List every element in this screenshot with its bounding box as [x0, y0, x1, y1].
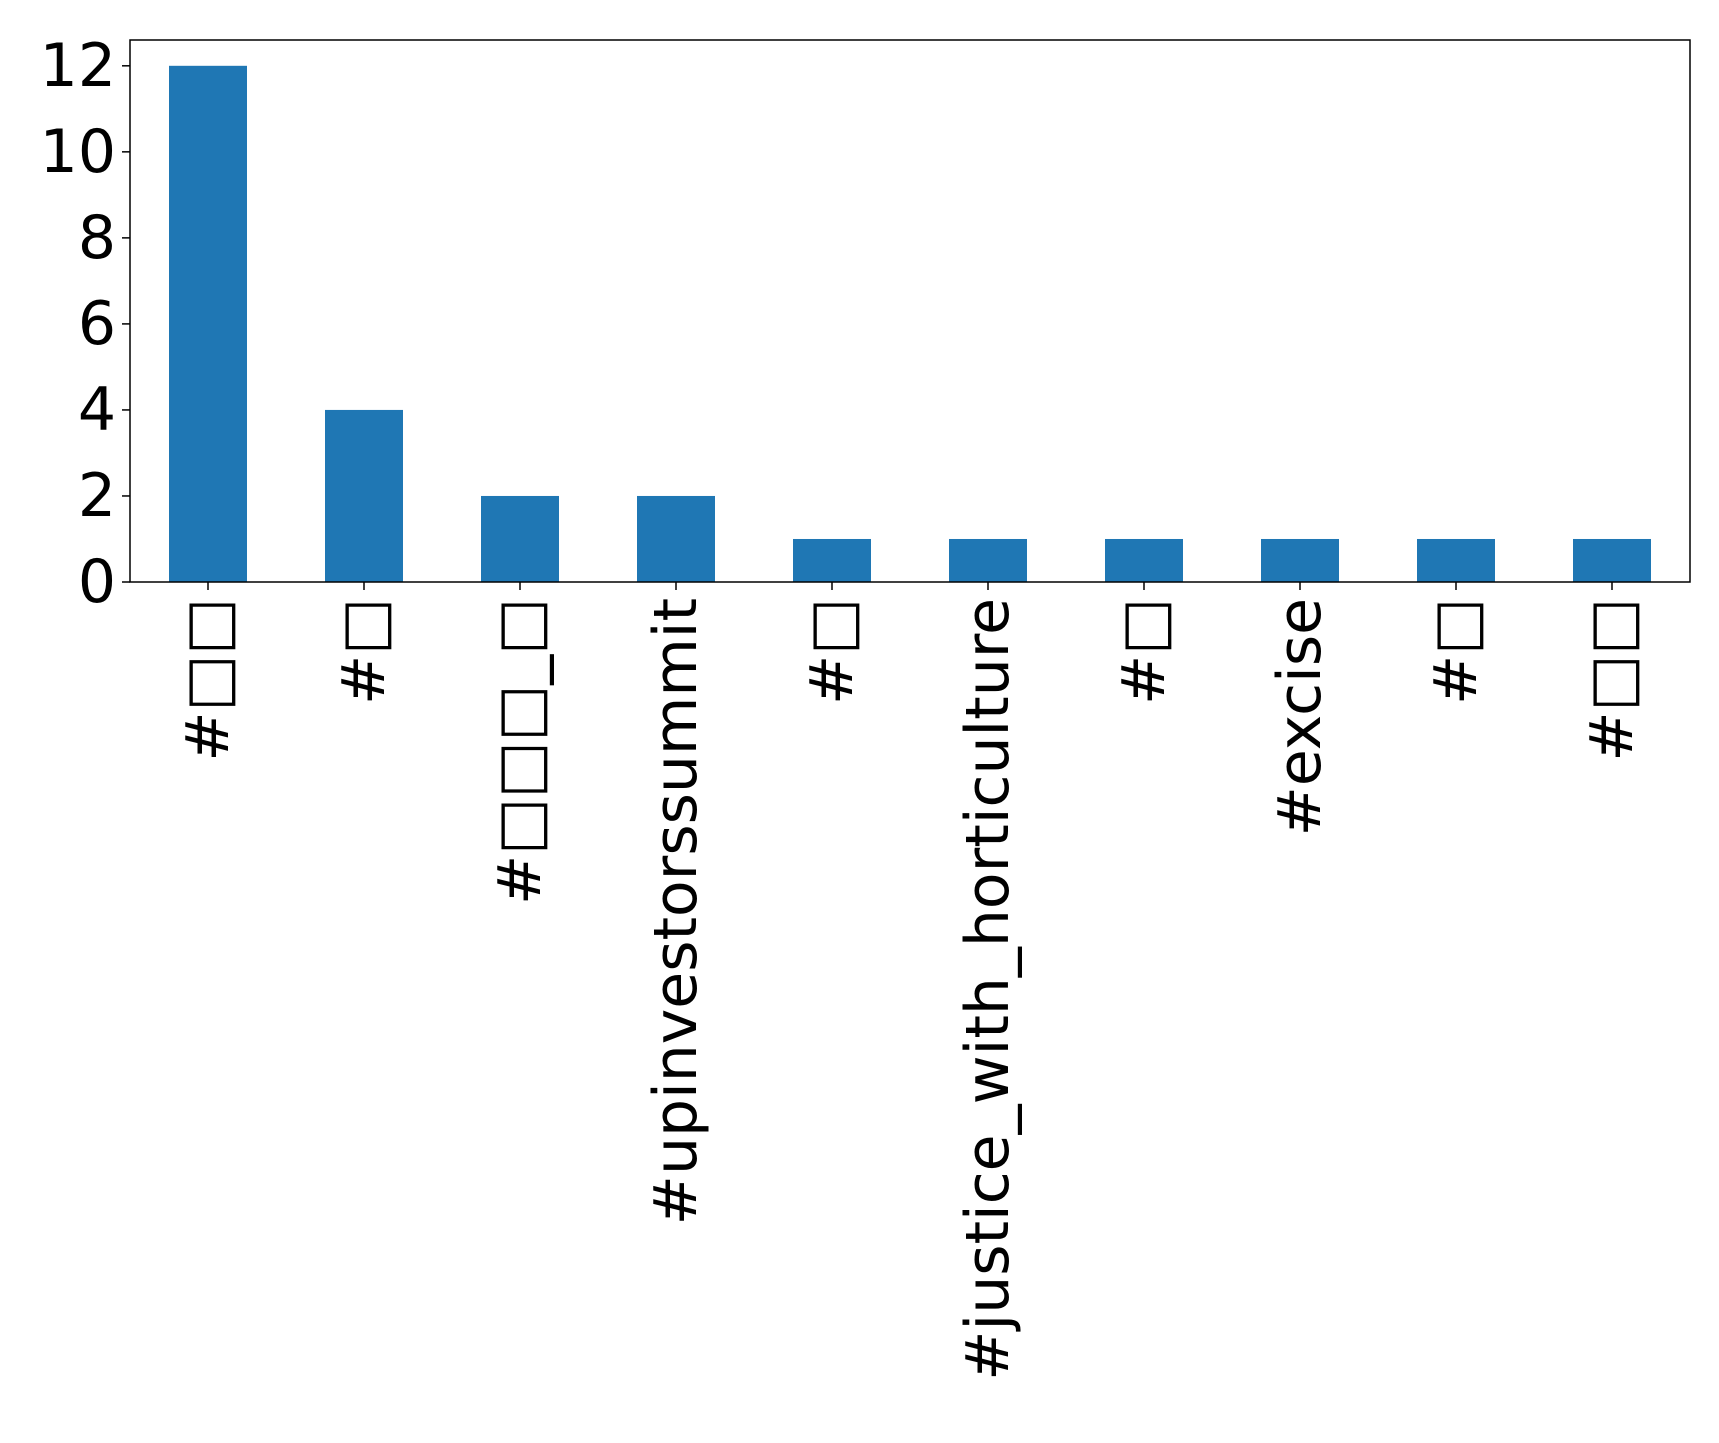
y-tick-label: 6 [78, 289, 116, 359]
x-tick-label: #justice_with_horticulture [953, 598, 1023, 1381]
y-axis-ticks: 0 2 4 6 8 10 12 [40, 31, 130, 617]
y-tick-label: 2 [78, 461, 116, 531]
y-tick-label: 0 [78, 547, 116, 617]
y-tick-label: 8 [78, 203, 116, 273]
y-tick-label: 4 [78, 375, 116, 445]
x-tick-label: #upinvestorssummit [641, 598, 711, 1225]
bar [949, 538, 1027, 582]
bar [1417, 538, 1495, 582]
bars-group [169, 65, 1651, 583]
x-tick-label: #□□ [173, 598, 243, 762]
y-tick-label: 10 [40, 117, 116, 187]
y-tick-label: 12 [40, 31, 116, 101]
x-tick-label: #□ [1109, 598, 1179, 705]
bar [169, 65, 247, 583]
bar [1105, 538, 1183, 582]
bar [1573, 538, 1651, 582]
axes-frame [129, 39, 1691, 583]
x-tick-label: #□□□_□ [485, 598, 555, 905]
bar [1261, 538, 1339, 582]
x-axis-ticks: #□□ #□ #□□□_□ #upinvestorssummit #□ #justice_… [173, 582, 1647, 1381]
x-tick-label: #□ [1421, 598, 1491, 705]
x-tick-label: #excise [1265, 598, 1335, 836]
x-tick-label: #□ [797, 598, 867, 705]
bar [481, 495, 559, 582]
bar [325, 409, 403, 582]
x-tick-label: #□□ [1577, 598, 1647, 762]
bar [637, 495, 715, 582]
x-tick-label: #□ [329, 598, 399, 705]
bar [793, 538, 871, 582]
